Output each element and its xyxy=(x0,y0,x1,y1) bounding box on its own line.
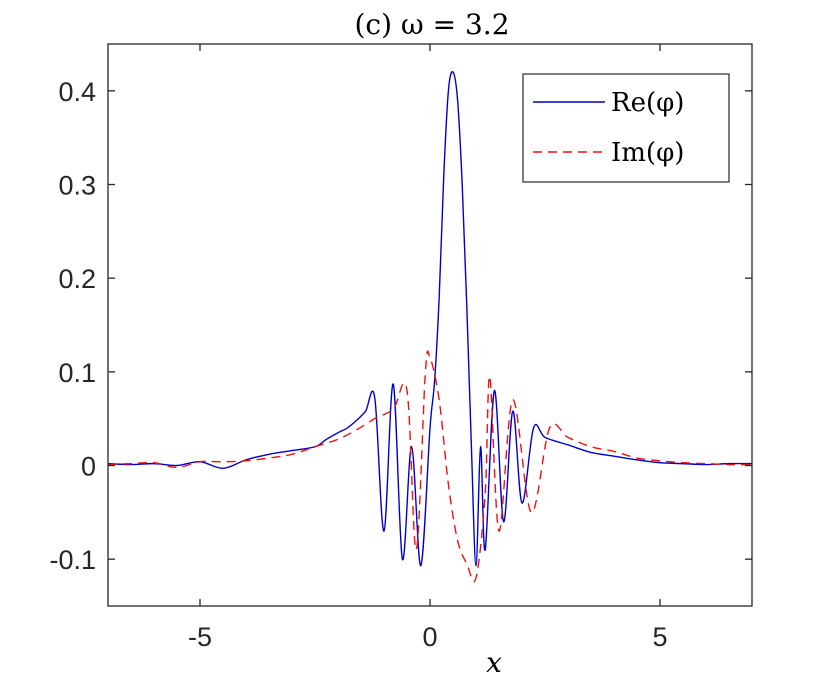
series-layer xyxy=(107,71,753,583)
y-tick-label: 0.3 xyxy=(58,171,96,201)
y-tick-label: 0 xyxy=(81,452,96,482)
y-tick-label: -0.1 xyxy=(49,545,96,575)
axes-box xyxy=(107,43,753,607)
legend-box xyxy=(522,73,730,183)
legend-label: Re(φ) xyxy=(611,88,684,118)
legend: Re(φ) Im(φ) xyxy=(522,73,730,183)
x-axis-label: x xyxy=(486,646,502,679)
y-tick-label: 0.4 xyxy=(58,77,96,107)
x-tick-label: 0 xyxy=(422,622,437,652)
y-tick-label: 0.2 xyxy=(58,264,96,294)
series-line-im xyxy=(107,350,753,583)
x-tick-label: -5 xyxy=(188,622,212,652)
legend-label: Im(φ) xyxy=(611,138,684,168)
y-tick-label: 0.1 xyxy=(58,358,96,388)
x-tick-label: 5 xyxy=(652,622,667,652)
tick-layer: -5 0 5 -0.1 0 0.1 0.2 0.3 0.4 xyxy=(49,44,752,652)
chart-title: (c) ω = 3.2 xyxy=(354,8,509,41)
